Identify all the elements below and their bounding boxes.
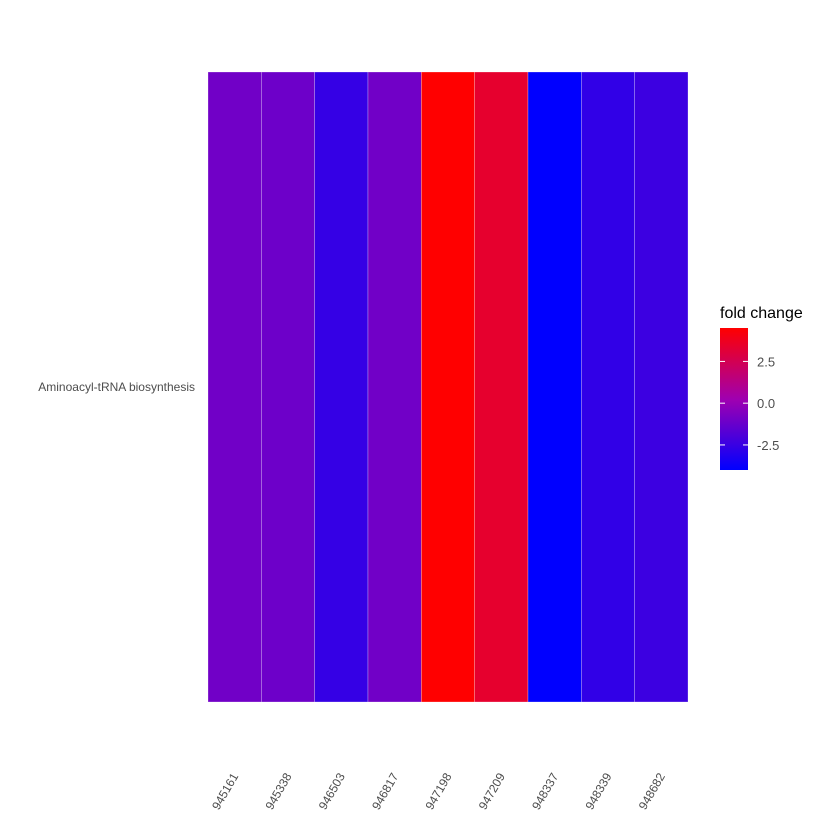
column-labels: 945161 945338 946503 946817 947198 947209 9483…: [209, 770, 668, 812]
column-label: 948339: [582, 770, 614, 812]
heatmap-cell: [207, 71, 262, 703]
legend: fold change 2.5 0.0 -2.5: [720, 305, 803, 470]
heatmap-cell: [314, 71, 369, 703]
column-label: 945161: [209, 770, 241, 812]
legend-tick-label: -2.5: [757, 438, 779, 453]
heatmap-cell: [634, 71, 689, 703]
legend-title: fold change: [720, 305, 803, 322]
heatmap-cells: [207, 71, 689, 703]
heatmap-cell: [527, 71, 582, 703]
heatmap-cell: [367, 71, 422, 703]
heatmap-cell: [421, 71, 475, 703]
heatmap-cell: [474, 71, 529, 703]
column-label: 946817: [369, 770, 401, 812]
column-label: 945338: [262, 770, 294, 812]
column-label: 948682: [636, 770, 668, 812]
legend-ticks: 2.5 0.0 -2.5: [720, 354, 779, 453]
row-labels: Aminoacyl-tRNA biosynthesis: [38, 380, 195, 394]
legend-colorbar: [720, 328, 748, 470]
heatmap-cell: [581, 71, 635, 703]
column-label: 946503: [316, 770, 348, 812]
heatmap-cell: [261, 71, 315, 703]
legend-tick-label: 0.0: [757, 396, 775, 411]
column-label: 947209: [476, 770, 508, 812]
legend-tick-label: 2.5: [757, 354, 775, 369]
column-label: 948337: [529, 770, 561, 812]
row-label: Aminoacyl-tRNA biosynthesis: [38, 380, 195, 394]
column-label: 947198: [422, 770, 454, 812]
